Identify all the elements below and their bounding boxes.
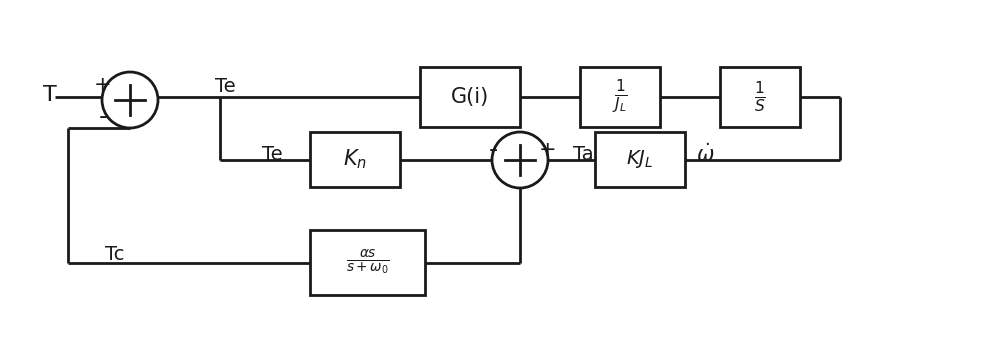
FancyBboxPatch shape: [595, 132, 685, 187]
Text: Te: Te: [215, 77, 235, 97]
Text: Tc: Tc: [105, 246, 125, 264]
Text: G(i): G(i): [451, 87, 489, 107]
FancyBboxPatch shape: [310, 230, 425, 295]
FancyBboxPatch shape: [580, 67, 660, 127]
FancyBboxPatch shape: [310, 132, 400, 187]
Text: -: -: [488, 138, 498, 162]
Text: -: -: [98, 105, 108, 129]
Text: T: T: [43, 85, 57, 105]
Text: Ta: Ta: [573, 146, 593, 164]
Text: Te: Te: [262, 146, 282, 164]
Text: $\frac{1}{S}$: $\frac{1}{S}$: [754, 80, 766, 114]
Text: $\frac{\alpha s}{s+\omega_0}$: $\frac{\alpha s}{s+\omega_0}$: [346, 248, 389, 277]
FancyBboxPatch shape: [420, 67, 520, 127]
Text: $\dot{\omega}$: $\dot{\omega}$: [696, 144, 714, 166]
FancyBboxPatch shape: [720, 67, 800, 127]
Text: $KJ_L$: $KJ_L$: [626, 148, 654, 170]
Text: $K_n$: $K_n$: [343, 148, 367, 171]
Text: +: +: [94, 75, 112, 95]
Text: +: +: [539, 140, 557, 160]
Text: $\frac{1}{J_L}$: $\frac{1}{J_L}$: [612, 78, 628, 116]
